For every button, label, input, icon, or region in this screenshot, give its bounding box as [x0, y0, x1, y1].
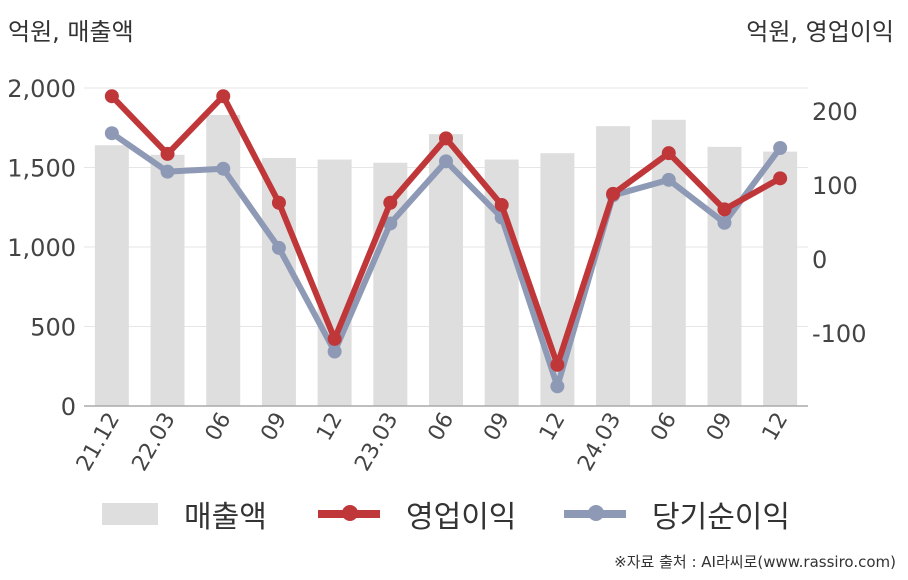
revenue-bar-11 [707, 146, 742, 406]
net-profit-point-10 [661, 172, 676, 187]
revenue-bars [94, 115, 798, 407]
x-tick-label-7: 09 [479, 409, 515, 446]
operating-profit-point-1 [160, 146, 175, 161]
operating-profit-point-6 [439, 131, 453, 146]
legend-swatch-revenue [102, 503, 158, 525]
operating-profit-point-10 [661, 146, 676, 161]
right-tick-label-2: 100 [812, 172, 858, 200]
left-axis-ticks: 0 500 1,000 1,500 2,000 [7, 75, 76, 421]
x-tick-label-8: 12 [535, 409, 571, 446]
revenue-bar-6 [429, 134, 463, 407]
net-profit-point-8 [550, 379, 565, 394]
left-tick-label-0: 0 [61, 393, 76, 421]
operating-profit-point-4 [327, 331, 342, 346]
right-tick-label-0: -100 [812, 320, 866, 348]
net-profit-point-1 [160, 164, 175, 179]
source-note: ※자료 출처 : AI라씨로(www.rassiro.com) [614, 553, 896, 571]
operating-profit-point-2 [216, 89, 231, 104]
legend-label-net-profit: 당기순이익 [652, 500, 790, 535]
left-tick-label-1: 500 [30, 314, 76, 342]
net-profit-point-12 [773, 141, 788, 155]
legend-label-operating-profit: 영업이익 [406, 500, 517, 535]
legend-label-revenue: 매출액 [184, 500, 267, 535]
operating-profit-point-0 [104, 89, 119, 104]
x-tick-label-6: 06 [424, 409, 460, 446]
revenue-bar-4 [317, 159, 352, 406]
revenue-bar-9 [596, 126, 631, 406]
x-tick-label-11: 09 [702, 409, 738, 446]
operating-profit-point-9 [606, 186, 621, 201]
legend-swatch-net-profit [564, 505, 626, 521]
right-tick-label-3: 200 [812, 98, 858, 126]
x-tick-label-5: 23.03 [350, 409, 403, 476]
x-tick-label-1: 22.03 [128, 409, 181, 476]
revenue-bar-0 [94, 145, 129, 407]
left-tick-label-2: 1,000 [7, 234, 76, 262]
operating-profit-point-5 [383, 195, 398, 210]
combo-chart: 0 500 1,000 1,500 2,000 -100 0 100 200 21.12 22.… [7, 75, 866, 476]
legend-item-net-profit: 당기순이익 [564, 492, 790, 536]
legend-swatch-operating-profit [318, 505, 380, 521]
left-axis-unit: 억원, 매출액 [8, 18, 134, 46]
operating-profit-point-12 [773, 171, 788, 186]
revenue-bar-3 [261, 157, 296, 406]
operating-profit-point-3 [271, 195, 286, 210]
revenue-bar-2 [206, 115, 241, 406]
operating-profit-point-11 [717, 202, 732, 217]
legend-item-revenue: 매출액 [102, 492, 267, 536]
x-tick-label-9: 24.03 [573, 409, 626, 476]
net-profit-point-0 [104, 126, 119, 141]
right-tick-label-1: 0 [812, 246, 827, 274]
revenue-bar-12 [763, 151, 798, 406]
legend-item-operating-profit: 영업이익 [318, 492, 516, 536]
net-profit-point-6 [439, 154, 453, 169]
x-tick-label-3: 09 [256, 409, 292, 446]
x-tick-label-2: 06 [201, 409, 237, 446]
x-tick-label-4: 12 [312, 409, 348, 446]
left-tick-label-3: 1,500 [7, 155, 76, 183]
net-profit-point-11 [717, 215, 732, 230]
net-profit-point-3 [271, 240, 286, 255]
operating-profit-point-7 [494, 197, 509, 212]
left-tick-label-4: 2,000 [7, 75, 76, 103]
revenue-bar-1 [150, 154, 185, 406]
x-tick-label-10: 06 [646, 409, 682, 446]
net-profit-point-5 [383, 216, 398, 231]
x-tick-label-12: 12 [758, 409, 794, 446]
net-profit-point-2 [216, 161, 231, 176]
operating-profit-point-8 [550, 357, 565, 372]
legend: 매출액 영업이익 당기순이익 [0, 492, 908, 536]
net-profit-point-4 [327, 344, 342, 359]
x-tick-label-0: 21.12 [72, 409, 125, 476]
right-axis-ticks: -100 0 100 200 [812, 98, 866, 348]
x-axis-ticks: 21.12 22.03 06 09 12 23.03 06 09 12 24.03 06 09 12 [72, 409, 793, 476]
profit-lines [104, 89, 788, 394]
right-axis-unit: 억원, 영업이익 [746, 18, 894, 46]
revenue-bar-7 [484, 159, 519, 406]
